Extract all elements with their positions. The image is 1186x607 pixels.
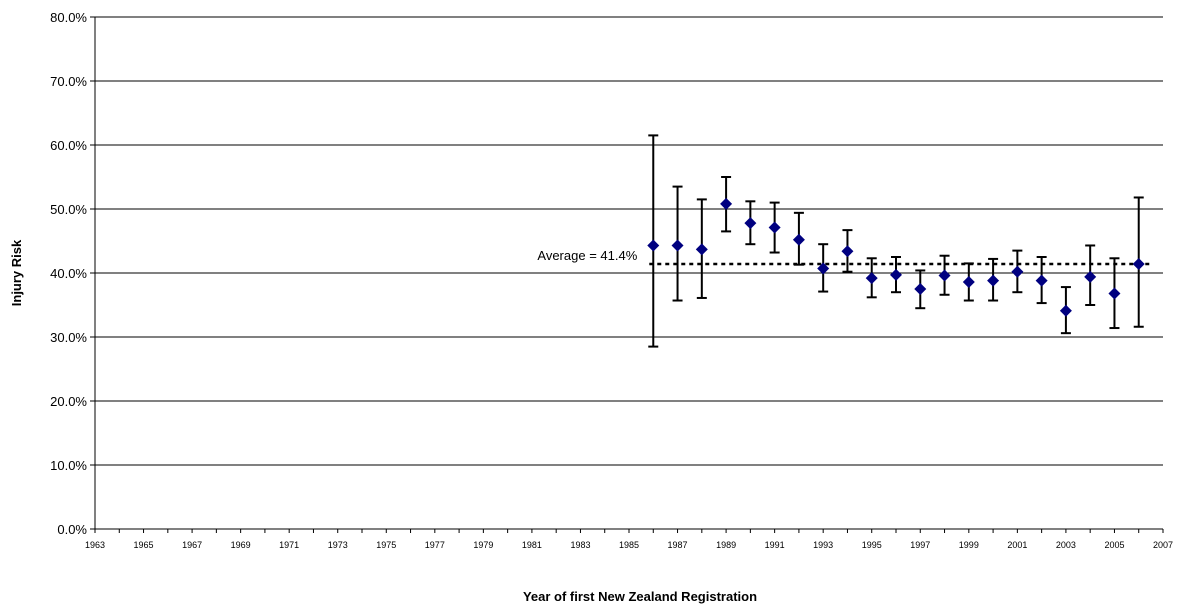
axes	[90, 16, 1164, 533]
x-tick-label: 1971	[279, 540, 299, 550]
data-point-marker	[1035, 274, 1048, 287]
data-point-marker	[914, 283, 927, 295]
x-tick-label: 1991	[765, 540, 785, 550]
data-point-marker	[865, 272, 878, 285]
y-tick-label: 10.0%	[50, 458, 87, 473]
data-point-marker	[962, 275, 975, 288]
data-point-marker	[817, 262, 830, 275]
y-tick-labels: 0.0% 10.0% 20.0% 30.0% 40.0% 50.0% 60.0% 70.0% 8…	[50, 10, 87, 537]
data-point-marker	[671, 239, 684, 252]
y-tick-label: 60.0%	[50, 138, 87, 153]
x-tick-label: 2003	[1056, 540, 1076, 550]
data-point-marker	[841, 245, 854, 258]
x-tick-label: 1995	[862, 540, 882, 550]
data-point-marker	[768, 221, 781, 234]
x-tick-label: 1963	[85, 540, 105, 550]
x-tick-label: 1983	[570, 540, 590, 550]
data-point-marker	[792, 233, 805, 246]
y-tick-label: 50.0%	[50, 202, 87, 217]
x-tick-label: 2005	[1104, 540, 1124, 550]
x-tick-label: 1969	[231, 540, 251, 550]
data-point-marker	[1059, 304, 1072, 317]
data-point-marker	[1108, 287, 1121, 300]
data-markers	[647, 197, 1145, 317]
data-point-marker	[938, 269, 951, 282]
data-point-marker	[720, 197, 733, 210]
y-tick-label: 30.0%	[50, 330, 87, 345]
data-point-marker	[987, 274, 1000, 287]
x-tick-label: 1967	[182, 540, 202, 550]
average-line-group: Average = 41.4%	[537, 248, 1151, 266]
x-tick-label: 1987	[668, 540, 688, 550]
data-point-marker	[1011, 265, 1024, 278]
gridlines	[95, 16, 1163, 466]
y-tick-label: 80.0%	[50, 10, 87, 25]
x-tick-label: 1979	[473, 540, 493, 550]
data-point-marker	[1084, 270, 1097, 283]
x-tick-label: 1997	[910, 540, 930, 550]
x-tick-label: 1975	[376, 540, 396, 550]
y-axis-title: Injury Risk	[9, 239, 24, 306]
x-tick-label: 1973	[328, 540, 348, 550]
x-tick-label: 1989	[716, 540, 736, 550]
x-tick-label: 1965	[134, 540, 154, 550]
x-tick-label: 1981	[522, 540, 542, 550]
average-label: Average = 41.4%	[537, 248, 637, 263]
x-tick-label: 2001	[1007, 540, 1027, 550]
data-point-marker	[1132, 258, 1145, 271]
data-point-marker	[890, 268, 902, 281]
x-tick-label: 1999	[959, 540, 979, 550]
error-bars	[648, 134, 1144, 348]
data-point-marker	[744, 217, 757, 230]
y-tick-label: 20.0%	[50, 394, 87, 409]
y-tick-label: 40.0%	[50, 266, 87, 281]
x-tick-label: 1993	[813, 540, 833, 550]
x-tick-label: 1985	[619, 540, 639, 550]
y-tick-label: 0.0%	[57, 522, 87, 537]
x-axis-title: Year of first New Zealand Registration	[523, 589, 757, 604]
data-point-marker	[695, 243, 708, 256]
x-tick-label: 2007	[1153, 540, 1173, 550]
x-tick-labels: 1963 1965 1967 1969 1971 1973 1975 1977 1979 1981…	[85, 540, 1173, 550]
x-tick-label: 1977	[425, 540, 445, 550]
data-point-marker	[647, 239, 660, 252]
y-tick-label: 70.0%	[50, 74, 87, 89]
